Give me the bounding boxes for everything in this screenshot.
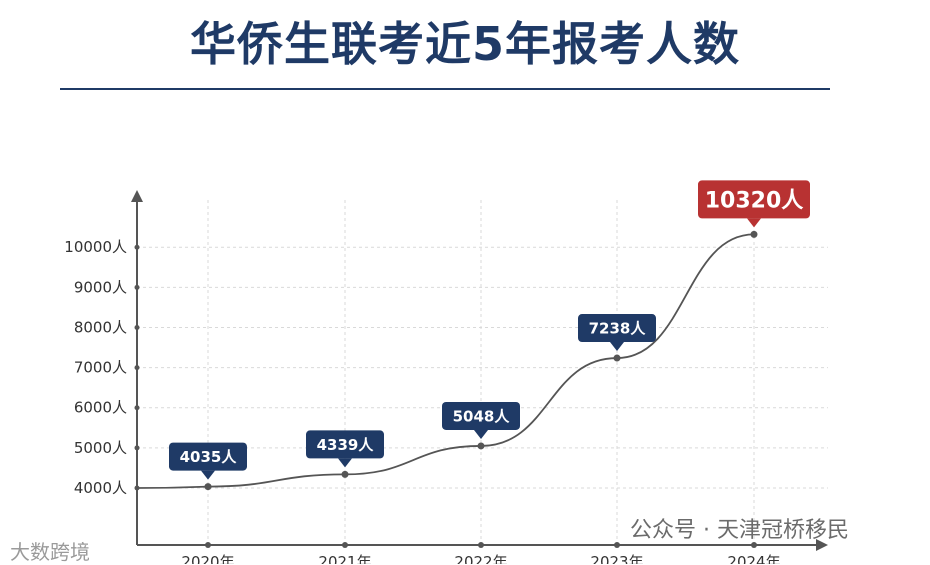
y-tick-mark [134, 244, 140, 250]
y-tick-mark [134, 405, 140, 411]
x-tick-label: 2022年 [454, 553, 507, 564]
title-divider [60, 88, 830, 90]
watermark-logo: 大数跨境 [10, 540, 90, 564]
data-point [341, 470, 349, 478]
data-label-pointer [201, 470, 215, 480]
x-tick-mark [342, 542, 348, 548]
y-axis-arrow [131, 190, 143, 202]
y-tick-label: 9000人 [74, 278, 127, 296]
data-label-pointer [474, 429, 488, 439]
y-tick-label: 7000人 [74, 359, 127, 377]
x-tick-label: 2024年 [727, 553, 780, 564]
data-label: 5048人 [453, 407, 511, 425]
x-tick-mark [205, 542, 211, 548]
data-label: 7238人 [589, 319, 647, 337]
data-point [613, 354, 621, 362]
y-tick-mark [134, 445, 140, 451]
x-tick-mark [478, 542, 484, 548]
y-tick-mark [134, 284, 140, 290]
data-label-pointer [610, 342, 624, 352]
data-label-box [578, 314, 656, 343]
y-tick-label: 5000人 [74, 439, 127, 457]
data-label: 4035人 [180, 448, 238, 466]
x-tick-label: 2023年 [590, 553, 643, 564]
data-point [204, 483, 212, 491]
data-label-pointer [747, 218, 761, 228]
y-tick-label: 4000人 [74, 479, 127, 497]
chart-title: 华侨生联考近5年报考人数 [189, 17, 740, 71]
data-label-pointer [338, 458, 352, 468]
data-label: 4339人 [317, 436, 375, 454]
y-tick-label: 6000人 [74, 399, 127, 417]
series-line [136, 233, 755, 489]
y-tick-label: 8000人 [74, 318, 127, 336]
data-label-box [442, 401, 520, 430]
x-tick-label: 2020年 [181, 553, 234, 564]
data-label: 10320人 [705, 188, 804, 213]
y-tick-mark [134, 365, 140, 371]
watermark-wechat: 公众号 · 天津冠桥移民 [630, 518, 849, 543]
data-point [750, 230, 758, 238]
data-point [477, 442, 485, 450]
data-label-box [169, 442, 247, 471]
highlight-label-box [698, 180, 810, 219]
x-tick-mark [614, 542, 620, 548]
data-label-box [306, 430, 384, 459]
x-tick-label: 2021年 [318, 553, 371, 564]
y-tick-label: 10000人 [64, 238, 127, 256]
x-tick-mark [751, 542, 757, 548]
x-axis-arrow [816, 539, 828, 551]
y-tick-mark [134, 324, 140, 330]
